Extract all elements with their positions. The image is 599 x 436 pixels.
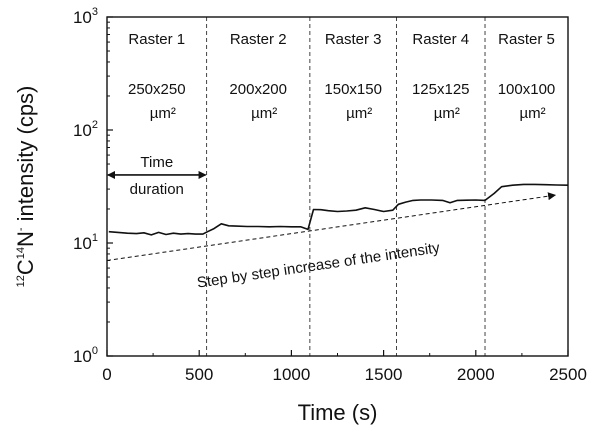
- raster-unit: µm²: [519, 105, 545, 122]
- y-axis-title: 12C14N- intensity (cps): [13, 86, 38, 288]
- y-tick-label: 103: [73, 6, 98, 27]
- raster-name: Raster 5: [498, 31, 555, 48]
- time-duration-label-2: duration: [130, 181, 184, 198]
- x-axis-title: Time (s): [298, 400, 378, 425]
- y-title-sup-minus: -: [15, 227, 27, 231]
- y-title-c: C: [13, 259, 38, 275]
- axis-ticks: 0 500 1000 1500 2000 2500 100 101 102 103: [73, 6, 587, 384]
- raster-unit: µm²: [346, 105, 372, 122]
- raster-name: Raster 3: [325, 31, 382, 48]
- raster-unit: µm²: [150, 105, 176, 122]
- y-title-rest: intensity (cps): [13, 86, 38, 228]
- trend-arrow: [106, 192, 557, 261]
- raster-name: Raster 1: [128, 31, 185, 48]
- x-tick-label: 500: [185, 365, 213, 384]
- x-tick-label: 1000: [272, 365, 310, 384]
- trend-label: Step by step increase of the intensity: [196, 239, 442, 291]
- series-line: [108, 183, 569, 236]
- time-duration-label-1: Time: [140, 154, 173, 171]
- raster-size: 200x200: [229, 81, 287, 98]
- y-title-n: N: [13, 231, 38, 247]
- x-tick-label: 1500: [365, 365, 403, 384]
- raster-size: 100x100: [498, 81, 556, 98]
- raster-unit: µm²: [434, 105, 460, 122]
- raster-size: 150x150: [324, 81, 382, 98]
- raster-size: 125x125: [412, 81, 470, 98]
- x-tick-label: 2500: [549, 365, 587, 384]
- y-tick-label: 100: [73, 345, 98, 366]
- y-tick-label: 101: [73, 232, 98, 253]
- raster-size: 250x250: [128, 81, 186, 98]
- y-title-sup-12: 12: [15, 275, 27, 287]
- y-title-sup-14: 14: [15, 247, 27, 259]
- annotations: Raster 1 250x250 µm² Raster 2 200x200 µm² Rast…: [128, 31, 555, 292]
- raster-name: Raster 2: [230, 31, 287, 48]
- y-tick-label: 102: [73, 119, 98, 140]
- plot-marks: [106, 17, 569, 356]
- x-tick-label: 0: [102, 365, 111, 384]
- raster-name: Raster 4: [412, 31, 469, 48]
- raster-unit: µm²: [251, 105, 277, 122]
- x-tick-label: 2000: [457, 365, 495, 384]
